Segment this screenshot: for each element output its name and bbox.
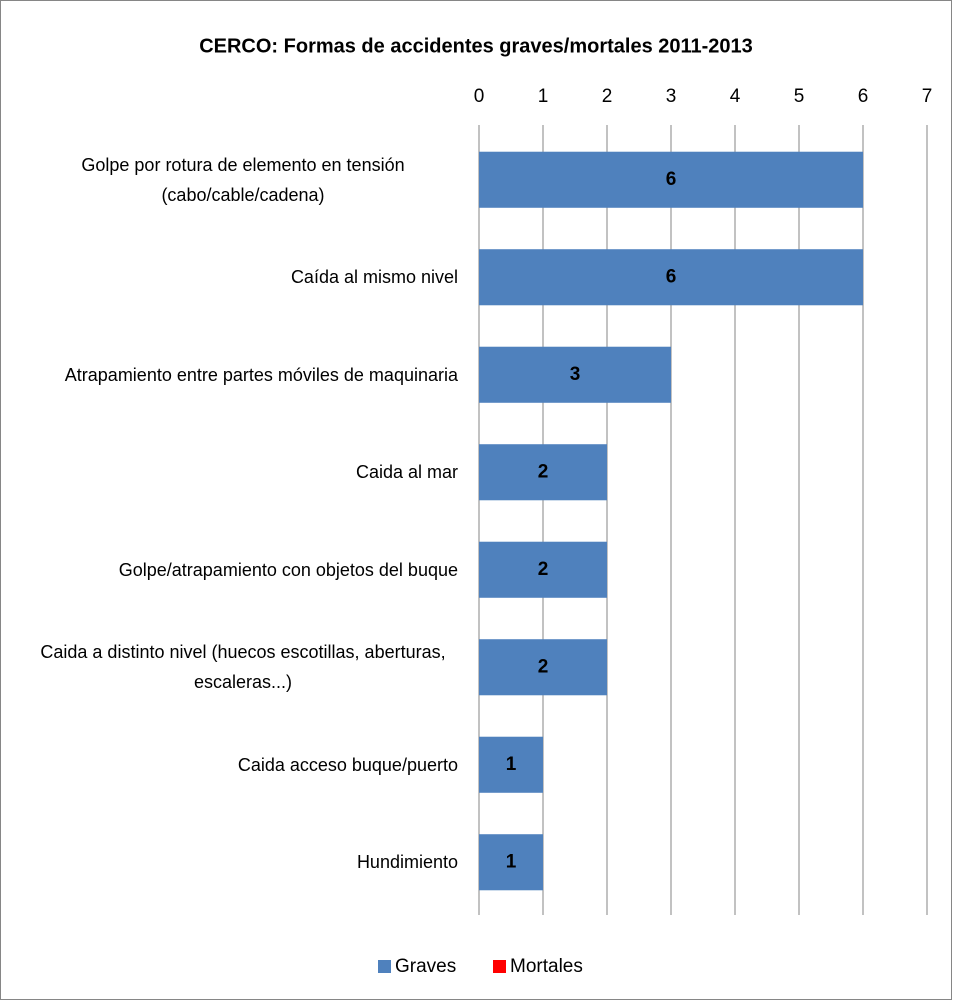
category-label-box: Golpe/atrapamiento con objetos del buque — [10, 521, 458, 619]
category-label-box: Caida acceso buque/puerto — [10, 716, 458, 814]
y-tick-label: Caida a distinto nivel (huecos escotilla… — [40, 642, 446, 693]
y-tick-label: Golpe por rotura de elemento en tensión … — [81, 154, 405, 205]
category-label-wrap: Caida al mar — [10, 424, 458, 522]
bar — [479, 736, 543, 793]
x-tick-label: 6 — [858, 86, 869, 107]
category-label-wrap: Hundimiento — [10, 814, 458, 912]
y-tick-label: Golpe/atrapamiento con objetos del buque — [118, 559, 458, 580]
bar — [479, 639, 607, 696]
x-tick-label: 2 — [602, 86, 613, 107]
bar — [479, 541, 607, 598]
y-tick-label: Atrapamiento entre partes móviles de maq… — [64, 364, 458, 385]
chart-title: CERCO: Formas de accidentes graves/morta… — [199, 35, 753, 57]
category-label-wrap: Caida a distinto nivel (huecos escotilla… — [10, 619, 458, 717]
legend-swatch — [493, 960, 506, 973]
y-tick-label: Hundimiento — [356, 852, 458, 873]
data-label: 2 — [538, 656, 549, 677]
category-label-wrap: Golpe por rotura de elemento en tensión … — [10, 131, 458, 229]
legend-label: Mortales — [510, 956, 583, 977]
category-label-wrap: Golpe/atrapamiento con objetos del buque — [10, 521, 458, 619]
x-tick-label: 3 — [666, 86, 677, 107]
legend-label: Graves — [395, 956, 456, 977]
bar — [479, 444, 607, 501]
category-label-box: Caída al mismo nivel — [10, 229, 458, 327]
data-label: 1 — [506, 754, 517, 775]
category-label-box: Atrapamiento entre partes móviles de maq… — [10, 326, 458, 424]
bar — [479, 151, 863, 208]
data-label: 1 — [506, 851, 517, 872]
category-label-box: Caida al mar — [10, 424, 458, 522]
data-label: 2 — [538, 559, 549, 580]
category-label-box: Caida a distinto nivel (huecos escotilla… — [10, 619, 458, 717]
x-tick-label: 4 — [730, 86, 741, 107]
data-label: 6 — [666, 266, 677, 287]
category-label-wrap: Atrapamiento entre partes móviles de maq… — [10, 326, 458, 424]
data-label: 2 — [538, 461, 549, 482]
category-label-wrap: Caída al mismo nivel — [10, 229, 458, 327]
bar — [479, 346, 671, 403]
data-label: 6 — [666, 169, 677, 190]
bar — [479, 834, 543, 891]
bar — [479, 249, 863, 306]
category-label-box: Golpe por rotura de elemento en tensión … — [10, 131, 458, 229]
legend-swatch — [378, 960, 391, 973]
x-tick-label: 5 — [794, 86, 805, 107]
category-label-wrap: Caida acceso buque/puerto — [10, 716, 458, 814]
x-tick-label: 0 — [474, 86, 485, 107]
x-tick-label: 7 — [922, 86, 933, 107]
y-tick-label: Caída al mismo nivel — [290, 267, 458, 288]
data-label: 3 — [570, 364, 581, 385]
y-tick-label: Caida acceso buque/puerto — [237, 754, 458, 775]
x-tick-label: 1 — [538, 86, 549, 107]
category-label-box: Hundimiento — [10, 814, 458, 912]
y-tick-label: Caida al mar — [355, 462, 458, 483]
